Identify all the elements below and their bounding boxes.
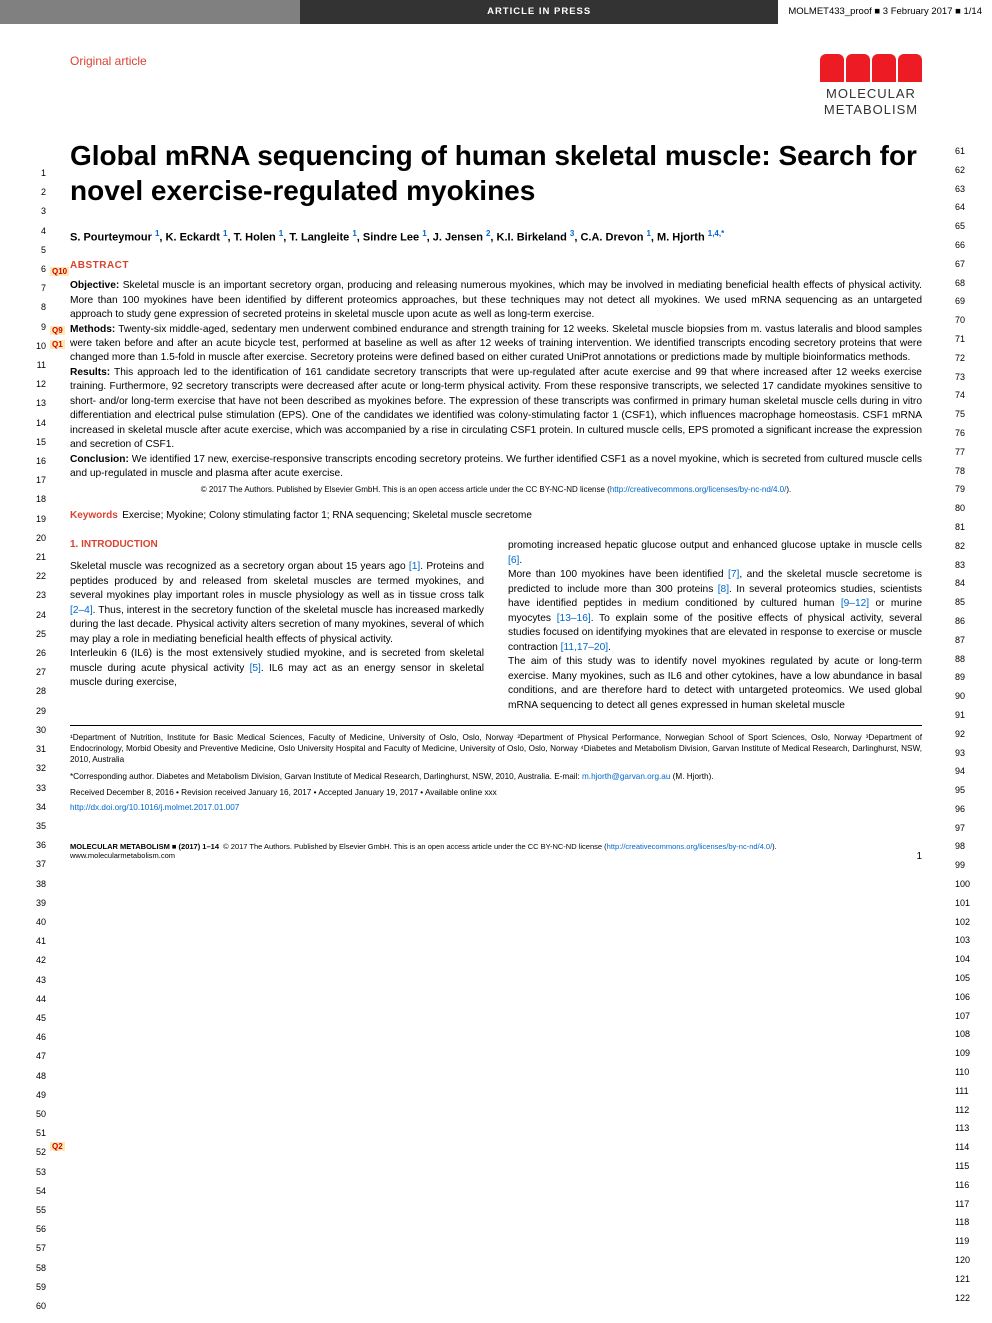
footer-citation: MOLECULAR METABOLISM ■ (2017) 1–14 © 201… (70, 842, 777, 860)
header-bar: ARTICLE IN PRESS MOLMET433_proof ■ 3 Feb… (0, 0, 992, 24)
intro-para-3: promoting increased hepatic glucose outp… (508, 539, 922, 568)
methods-label: Methods: (70, 324, 115, 335)
keywords-label: Keywords (70, 510, 118, 521)
page-footer: MOLECULAR METABOLISM ■ (2017) 1–14 © 201… (0, 842, 992, 880)
column-right: promoting increased hepatic glucose outp… (508, 539, 922, 713)
cc-license-link[interactable]: http://creativecommons.org/licenses/by-n… (610, 485, 787, 494)
results-label: Results: (70, 367, 110, 378)
abstract-objective: Objective: Skeletal muscle is an importa… (70, 279, 922, 322)
page-number: 1 (916, 851, 922, 862)
methods-text: Twenty-six middle-aged, sedentary men un… (70, 324, 922, 364)
article-type: Original article (70, 54, 922, 68)
intro-para-5: The aim of this study was to identify no… (508, 655, 922, 713)
abstract-conclusion: Conclusion: We identified 17 new, exerci… (70, 453, 922, 482)
article-in-press-banner: ARTICLE IN PRESS (300, 0, 778, 24)
corresponding-author: *Corresponding author. Diabetes and Meta… (70, 771, 922, 782)
conclusion-label: Conclusion: (70, 454, 129, 465)
abstract-heading: ABSTRACT (70, 260, 922, 271)
query-marker-q9: Q9 (50, 326, 65, 335)
journal-logo: MOLECULAR METABOLISM (820, 54, 922, 117)
logo-bar-icon (820, 54, 844, 82)
logo-bar-icon (846, 54, 870, 82)
footer-journal: MOLECULAR METABOLISM ■ (2017) 1–14 (70, 842, 219, 851)
footer-cc-link[interactable]: http://creativecommons.org/licenses/by-n… (607, 842, 773, 851)
logo-bar-icon (872, 54, 896, 82)
authors: S. Pourteymour 1, K. Eckardt 1, T. Holen… (70, 228, 922, 246)
introduction-heading: 1. INTRODUCTION (70, 539, 484, 550)
query-marker-q1: Q1 (50, 340, 65, 349)
abstract-body: Objective: Skeletal muscle is an importa… (70, 279, 922, 495)
intro-para-4: More than 100 myokines have been identif… (508, 568, 922, 655)
line-numbers-left: 1234567891011121314151617181920212223242… (28, 164, 46, 1316)
footer-url: www.molecularmetabolism.com (70, 851, 175, 860)
page-content: 1234567891011121314151617181920212223242… (0, 24, 992, 842)
copyright-line: © 2017 The Authors. Published by Elsevie… (70, 484, 922, 495)
corresponding-email-link[interactable]: m.hjorth@garvan.org.au (582, 772, 670, 781)
footer-copyright: © 2017 The Authors. Published by Elsevie… (223, 842, 606, 851)
logo-text-line1: MOLECULAR (820, 86, 922, 102)
query-marker-q10: Q10 (50, 267, 69, 276)
article-dates: Received December 8, 2016 • Revision rec… (70, 788, 922, 797)
intro-para-1: Skeletal muscle was recognized as a secr… (70, 560, 484, 647)
line-numbers-right: 6162636465666768697071727374757677787980… (955, 142, 970, 1307)
affiliations: ¹Department of Nutrition, Institute for … (70, 732, 922, 765)
footer-close: ). (772, 842, 777, 851)
copyright-close: ). (786, 485, 791, 494)
results-text: This approach led to the identification … (70, 367, 922, 450)
objective-text: Skeletal muscle is an important secretor… (70, 280, 922, 320)
keywords-values: Exercise; Myokine; Colony stimulating fa… (122, 510, 532, 521)
logo-text-line2: METABOLISM (820, 102, 922, 118)
logo-bar-icon (898, 54, 922, 82)
conclusion-text: We identified 17 new, exercise-responsiv… (70, 454, 922, 479)
corresponding-prefix: *Corresponding author. Diabetes and Meta… (70, 772, 582, 781)
doi-link[interactable]: http://dx.doi.org/10.1016/j.molmet.2017.… (70, 803, 922, 812)
corresponding-suffix: (M. Hjorth). (670, 772, 713, 781)
column-left: 1. INTRODUCTION Skeletal muscle was reco… (70, 539, 484, 713)
proof-info: MOLMET433_proof ■ 3 February 2017 ■ 1/14 (778, 0, 992, 24)
objective-label: Objective: (70, 280, 119, 291)
copyright-text: © 2017 The Authors. Published by Elsevie… (201, 485, 610, 494)
query-marker-q2: Q2 (50, 1142, 65, 1151)
abstract-results: Results: This approach led to the identi… (70, 366, 922, 453)
two-column-body: 1. INTRODUCTION Skeletal muscle was reco… (70, 539, 922, 713)
header-gray-block (0, 0, 300, 24)
abstract-methods: Methods: Twenty-six middle-aged, sedenta… (70, 323, 922, 366)
logo-bars (820, 54, 922, 82)
footnote-rule (70, 725, 922, 726)
article-title: Global mRNA sequencing of human skeletal… (70, 138, 922, 208)
intro-para-2: Interleukin 6 (IL6) is the most extensiv… (70, 647, 484, 690)
keywords-row: Keywords Exercise; Myokine; Colony stimu… (70, 505, 922, 523)
